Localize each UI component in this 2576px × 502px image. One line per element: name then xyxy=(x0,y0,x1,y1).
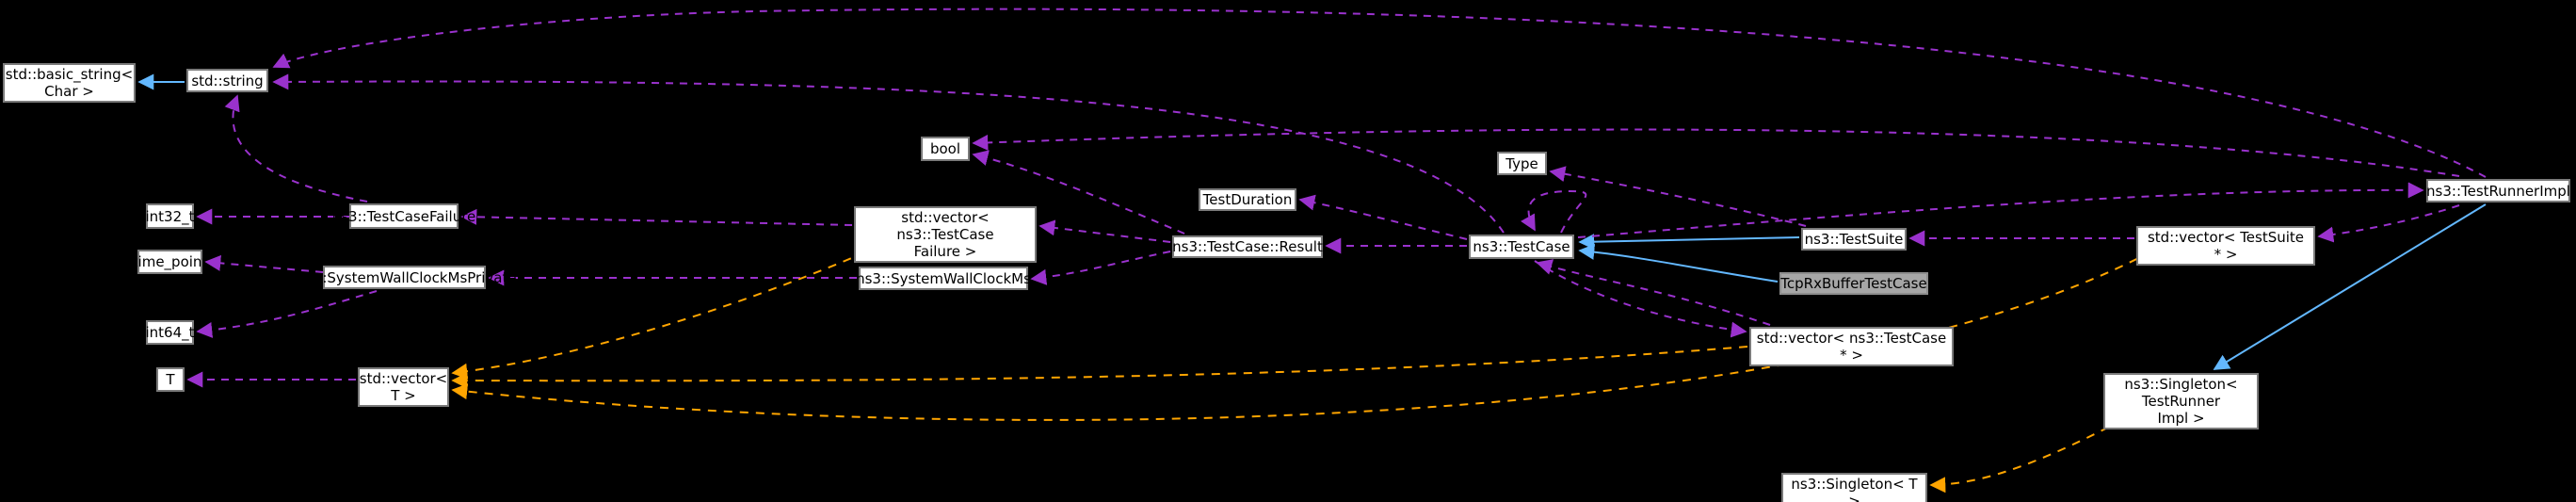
node-testcase-result[interactable]: ns3::TestCase::Result xyxy=(1172,235,1323,258)
edge-usage-testsuite-to-type xyxy=(1549,166,1807,227)
node-label: int64_t xyxy=(145,324,195,341)
node-label: ns3::Singleton< TestRunner Impl > xyxy=(2124,376,2238,427)
edge-usage-testcase-to-testrunnerimpl xyxy=(1577,182,2424,238)
edge-usage-systemwallclockmsprivate-to-int64-t xyxy=(196,290,378,338)
edge-usage-testcase-result-to-bool xyxy=(972,150,1185,235)
node-label: T xyxy=(166,371,175,388)
node-testduration[interactable]: TestDuration xyxy=(1199,188,1296,211)
node-int64-t[interactable]: int64_t xyxy=(145,320,195,345)
edge-template-vector-testsuite-ptr-to-vector-t xyxy=(451,251,2152,421)
node-label: std::vector< TestSuite * > xyxy=(2147,229,2305,263)
edge-usage-testrunnerimpl-to-std-string xyxy=(272,8,2487,178)
edge-usage-testcase-to-testcase xyxy=(1521,189,1587,234)
node-vector-testsuite-ptr[interactable]: std::vector< TestSuite * > xyxy=(2136,226,2315,266)
edge-usage-testrunnerimpl-to-vector-testsuite-ptr xyxy=(2317,204,2460,243)
node-std-string[interactable]: std::string xyxy=(186,69,268,92)
node-label: std::string xyxy=(191,72,264,89)
edge-usage-testcasefailure-to-std-string xyxy=(224,94,368,202)
node-label: ns3::TestCaseFailure xyxy=(331,207,476,225)
node-vector-testcase-ptr[interactable]: std::vector< ns3::TestCase * > xyxy=(1749,327,1954,366)
edge-usage-vector-testcase-ptr-to-testcase xyxy=(1536,259,1771,326)
node-label: time_point xyxy=(132,253,208,270)
node-tcprxbuffertestcase: TcpRxBufferTestCase xyxy=(1779,272,1928,295)
node-label: ns3::TestSuite xyxy=(1804,231,1904,248)
node-basic-string[interactable]: std::basic_string< Char > xyxy=(3,63,136,103)
node-vector-t[interactable]: std::vector< T > xyxy=(358,367,449,407)
edge-usage-testcase-result-to-systemwallclockms xyxy=(1030,251,1171,285)
edge-usage-testcase-to-vector-testcase-ptr xyxy=(1534,260,1747,338)
node-label: ns3::Singleton< T > xyxy=(1791,476,1918,502)
node-systemwallclockmsprivate[interactable]: ns3::SystemWallClockMsPrivate xyxy=(292,266,517,289)
node-singleton-t[interactable]: ns3::Singleton< T > xyxy=(1781,473,1927,502)
node-label: std::vector< T > xyxy=(359,370,448,404)
edge-usage-systemwallclockmsprivate-to-time-point xyxy=(204,254,324,273)
node-t[interactable]: T xyxy=(156,367,185,392)
node-bool[interactable]: bool xyxy=(921,137,970,161)
node-label: std::vector< ns3::TestCase Failure > xyxy=(896,209,994,260)
node-testrunnerimpl[interactable]: ns3::TestRunnerImpl xyxy=(2426,179,2570,202)
node-label: TestDuration xyxy=(1202,191,1293,208)
node-systemwallclockms[interactable]: ns3::SystemWallClockMs xyxy=(856,267,1031,290)
node-int32-t[interactable]: int32_t xyxy=(145,203,195,229)
edge-usage-testrunnerimpl-to-bool xyxy=(972,128,2460,177)
node-label: ns3::TestRunnerImpl xyxy=(2426,182,2570,200)
node-label: ns3::SystemWallClockMs xyxy=(856,269,1031,287)
node-label: bool xyxy=(929,140,961,157)
node-label: Type xyxy=(1505,154,1538,172)
node-singleton-testrunnerimpl[interactable]: ns3::Singleton< TestRunner Impl > xyxy=(2103,373,2259,429)
node-label: int32_t xyxy=(145,207,195,225)
node-label: ns3::TestCase xyxy=(1473,238,1570,255)
edge-template-singleton-testrunnerimpl-to-singleton-t xyxy=(1929,412,2138,494)
edge-template-vector-testcasefailure-to-vector-t xyxy=(451,245,881,380)
node-type[interactable]: Type xyxy=(1497,152,1547,175)
node-label: ns3::SystemWallClockMsPrivate xyxy=(292,268,517,286)
node-label: std::basic_string< Char > xyxy=(5,66,134,100)
node-time-point[interactable]: time_point xyxy=(133,250,207,274)
node-testcasefailure[interactable]: ns3::TestCaseFailure xyxy=(332,203,475,229)
edge-inheritance-testrunnerimpl-to-singleton-testrunnerimpl xyxy=(2213,203,2487,370)
edge-usage-vector-testcasefailure-to-testcasefailure xyxy=(460,208,853,226)
node-testcase[interactable]: ns3::TestCase xyxy=(1469,235,1574,259)
edge-inheritance-tcprxbuffertestcase-to-testcase xyxy=(1578,244,1779,283)
edge-template-vector-testcase-ptr-to-vector-t xyxy=(451,346,1748,389)
edge-inheritance-testsuite-to-testcase xyxy=(1578,234,1800,251)
edge-usage-testcase-to-std-string xyxy=(272,73,1505,234)
node-label: std::vector< ns3::TestCase * > xyxy=(1756,330,1947,364)
edge-usage-testcase-to-testduration xyxy=(1298,194,1468,240)
node-label: ns3::TestCase::Result xyxy=(1172,238,1323,255)
node-testsuite[interactable]: ns3::TestSuite xyxy=(1801,228,1907,251)
node-label: TcpRxBufferTestCase xyxy=(1780,275,1927,292)
node-vector-testcasefailure[interactable]: std::vector< ns3::TestCase Failure > xyxy=(854,206,1037,263)
edge-usage-testcase-result-to-vector-testcasefailure xyxy=(1038,219,1171,243)
